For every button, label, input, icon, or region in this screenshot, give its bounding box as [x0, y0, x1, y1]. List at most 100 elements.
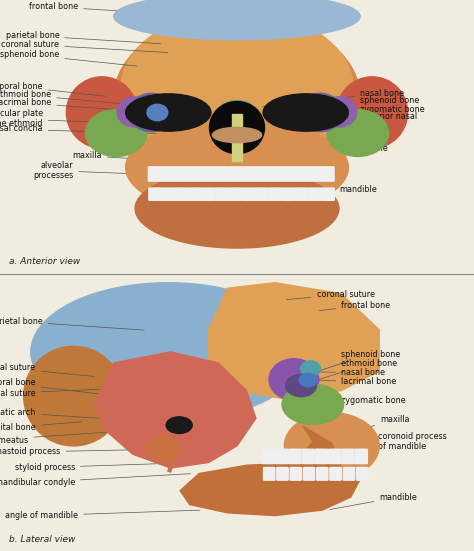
Text: ethmoid bone: ethmoid bone [0, 90, 155, 107]
Polygon shape [180, 463, 360, 516]
Text: maxilla: maxilla [343, 415, 410, 435]
Ellipse shape [114, 0, 360, 40]
Ellipse shape [299, 374, 317, 387]
FancyBboxPatch shape [343, 467, 355, 480]
Ellipse shape [135, 169, 339, 248]
Ellipse shape [24, 347, 123, 446]
Ellipse shape [126, 94, 211, 131]
Text: occipital bone: occipital bone [0, 422, 82, 433]
Text: sphenoid bone: sphenoid bone [325, 96, 419, 110]
Text: zygomatic arch: zygomatic arch [0, 408, 149, 422]
Text: ethmoid bone: ethmoid bone [302, 359, 397, 385]
Text: frontal bone: frontal bone [29, 2, 229, 18]
Ellipse shape [121, 11, 353, 165]
Text: vomer bone: vomer bone [267, 144, 388, 153]
Bar [232, 114, 242, 160]
Text: superior nasal
concha: superior nasal concha [267, 112, 418, 132]
Text: mastoid process: mastoid process [0, 447, 161, 456]
FancyBboxPatch shape [294, 167, 308, 181]
Text: zygomatic bone: zygomatic bone [344, 105, 425, 121]
Ellipse shape [85, 110, 147, 156]
Text: mandible: mandible [330, 493, 417, 510]
FancyBboxPatch shape [275, 449, 288, 463]
Text: sphenoid bone: sphenoid bone [0, 50, 137, 66]
FancyBboxPatch shape [228, 188, 241, 201]
Ellipse shape [114, 14, 360, 184]
Text: parietal bone: parietal bone [6, 31, 161, 44]
Text: maxilla: maxilla [73, 152, 185, 162]
FancyBboxPatch shape [277, 467, 288, 480]
FancyBboxPatch shape [317, 467, 328, 480]
FancyBboxPatch shape [321, 188, 334, 201]
FancyBboxPatch shape [281, 167, 294, 181]
Ellipse shape [285, 375, 316, 397]
Text: a. Anterior view: a. Anterior view [9, 257, 81, 266]
Text: mandible: mandible [296, 185, 377, 204]
Ellipse shape [269, 359, 319, 400]
FancyBboxPatch shape [255, 188, 268, 201]
Polygon shape [209, 283, 379, 399]
Ellipse shape [66, 77, 137, 148]
FancyBboxPatch shape [162, 188, 175, 201]
FancyBboxPatch shape [264, 467, 275, 480]
Text: coronal suture: coronal suture [286, 290, 374, 300]
FancyBboxPatch shape [302, 449, 314, 463]
Text: nasal bone: nasal bone [263, 89, 404, 107]
FancyBboxPatch shape [148, 167, 162, 181]
Text: angle of mandible: angle of mandible [5, 510, 200, 520]
FancyBboxPatch shape [268, 188, 281, 201]
Ellipse shape [147, 104, 168, 121]
Ellipse shape [219, 101, 255, 122]
FancyBboxPatch shape [308, 167, 321, 181]
Text: parietal bone: parietal bone [0, 317, 144, 330]
FancyBboxPatch shape [241, 167, 255, 181]
Text: lacrimal bone: lacrimal bone [0, 99, 155, 112]
FancyBboxPatch shape [188, 167, 201, 181]
Text: external auditory meatus: external auditory meatus [0, 428, 169, 445]
FancyBboxPatch shape [308, 188, 321, 201]
Text: frontal bone: frontal bone [319, 301, 391, 311]
Text: zygomatic bone: zygomatic bone [321, 396, 406, 405]
Ellipse shape [263, 94, 348, 131]
Ellipse shape [212, 127, 262, 143]
FancyBboxPatch shape [356, 467, 368, 480]
Text: b. Lateral view: b. Lateral view [9, 535, 76, 544]
FancyBboxPatch shape [215, 188, 228, 201]
Text: temporal bone: temporal bone [0, 82, 106, 96]
Text: styloid process: styloid process [15, 463, 176, 472]
Text: lambdoidal suture: lambdoidal suture [0, 363, 94, 376]
Text: temporal bone: temporal bone [0, 379, 115, 396]
Text: squamosal suture: squamosal suture [0, 388, 136, 398]
FancyBboxPatch shape [175, 188, 188, 201]
Ellipse shape [284, 413, 379, 479]
Polygon shape [294, 426, 341, 468]
Ellipse shape [31, 283, 306, 421]
Ellipse shape [210, 101, 264, 154]
FancyBboxPatch shape [282, 188, 294, 201]
FancyBboxPatch shape [162, 167, 175, 181]
Ellipse shape [129, 93, 174, 132]
Text: coronal suture: coronal suture [1, 40, 168, 52]
Ellipse shape [297, 93, 343, 132]
FancyBboxPatch shape [355, 449, 367, 463]
FancyBboxPatch shape [330, 467, 341, 480]
FancyBboxPatch shape [295, 188, 308, 201]
Text: sphenoid bone: sphenoid bone [299, 349, 401, 377]
Ellipse shape [301, 361, 320, 376]
FancyBboxPatch shape [202, 188, 215, 201]
Text: inferior nasal concha: inferior nasal concha [0, 125, 210, 135]
Ellipse shape [126, 120, 348, 215]
FancyBboxPatch shape [140, 412, 249, 426]
FancyBboxPatch shape [215, 167, 228, 181]
Text: coronoid process
of mandible: coronoid process of mandible [315, 432, 447, 451]
Ellipse shape [117, 97, 153, 127]
Ellipse shape [321, 97, 357, 127]
FancyBboxPatch shape [242, 188, 255, 201]
Ellipse shape [146, 436, 181, 461]
Text: perpendicular plate
of the ethmoid: perpendicular plate of the ethmoid [0, 109, 215, 128]
FancyBboxPatch shape [262, 449, 274, 463]
FancyBboxPatch shape [342, 449, 354, 463]
FancyBboxPatch shape [290, 467, 301, 480]
FancyBboxPatch shape [228, 167, 241, 181]
FancyBboxPatch shape [321, 167, 334, 181]
